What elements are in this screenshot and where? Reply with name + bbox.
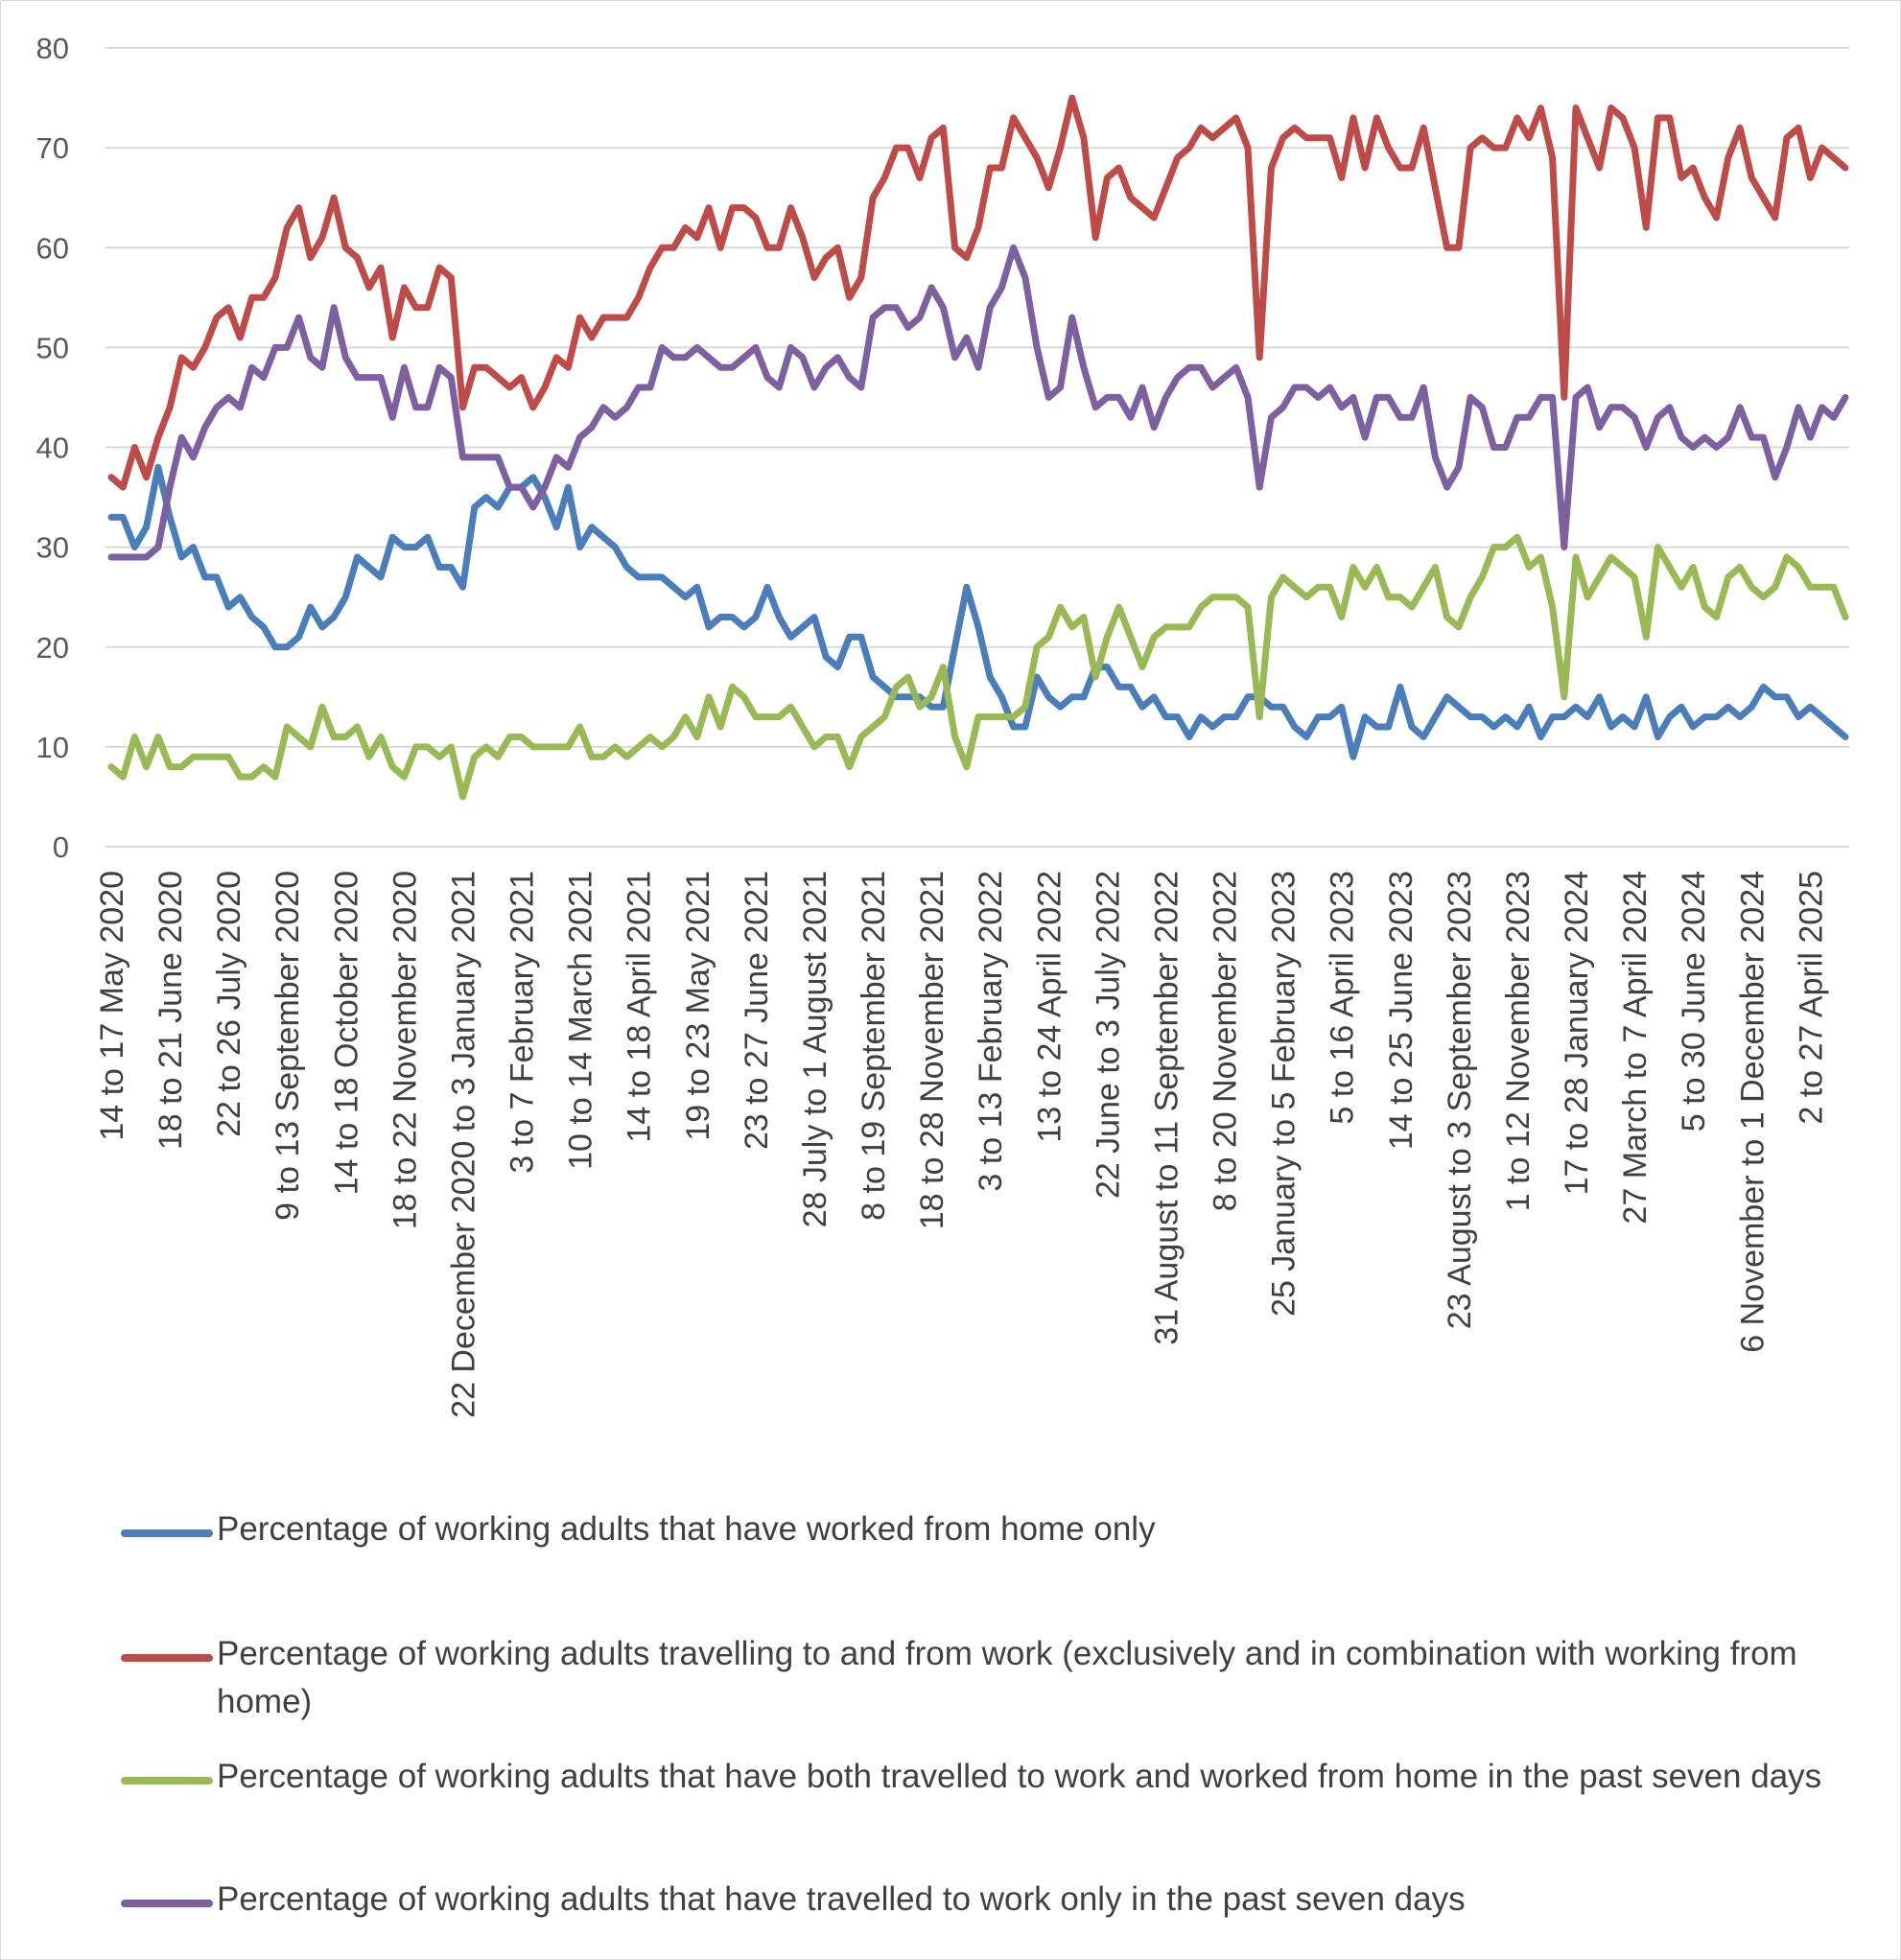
x-tick-label: 14 to 18 April 2021 bbox=[622, 871, 658, 1143]
legend-item-travel-only: Percentage of working adults that have t… bbox=[121, 1876, 1866, 1933]
x-tick-label: 14 to 17 May 2020 bbox=[94, 871, 130, 1141]
x-tick-label: 18 to 22 November 2020 bbox=[387, 871, 423, 1229]
x-tick-label: 1 to 12 November 2023 bbox=[1500, 871, 1537, 1211]
legend-item-both: Percentage of working adults that have b… bbox=[121, 1753, 1866, 1876]
line-chart: 0 10 20 30 40 50 60 70 80 14 to 17 May 2020 18 to… bbox=[36, 32, 1849, 1418]
y-tick-label: 80 bbox=[36, 32, 69, 65]
legend-swatch-home-only bbox=[121, 1529, 213, 1537]
y-tick-label: 20 bbox=[36, 631, 69, 665]
x-tick-label: 3 to 7 February 2021 bbox=[505, 871, 541, 1174]
x-tick-label: 5 to 16 April 2023 bbox=[1325, 871, 1361, 1125]
legend-item-travelling: Percentage of working adults travelling … bbox=[121, 1630, 1866, 1753]
series-lines bbox=[107, 94, 1849, 801]
x-tick-label: 6 November to 1 December 2024 bbox=[1734, 871, 1771, 1353]
x-axis-tick-labels: 14 to 17 May 2020 18 to 21 June 2020 22 to… bbox=[94, 871, 1829, 1418]
x-tick-label: 22 June to 3 July 2022 bbox=[1090, 871, 1126, 1199]
x-tick-label: 17 to 28 January 2024 bbox=[1559, 871, 1595, 1195]
x-tick-label: 23 to 27 June 2021 bbox=[739, 871, 775, 1150]
x-tick-label: 19 to 23 May 2021 bbox=[680, 871, 716, 1141]
series-line-1 bbox=[107, 94, 1849, 491]
x-tick-label: 22 December 2020 to 3 January 2021 bbox=[445, 871, 481, 1418]
y-tick-label: 50 bbox=[36, 331, 69, 364]
series-line-2 bbox=[107, 533, 1849, 801]
legend-swatch-travel-only bbox=[121, 1900, 213, 1907]
x-tick-label: 31 August to 11 September 2022 bbox=[1148, 871, 1185, 1345]
y-tick-label: 30 bbox=[36, 531, 69, 565]
x-tick-label: 14 to 18 October 2020 bbox=[328, 871, 364, 1195]
legend-label-travelling: Percentage of working adults travelling … bbox=[217, 1635, 1797, 1720]
x-tick-label: 10 to 14 March 2021 bbox=[563, 871, 599, 1170]
x-tick-label: 13 to 24 April 2022 bbox=[1031, 871, 1068, 1143]
legend-label-travel-only: Percentage of working adults that have t… bbox=[217, 1880, 1466, 1918]
y-tick-label: 10 bbox=[36, 731, 69, 764]
legend-label-both: Percentage of working adults that have b… bbox=[217, 1758, 1822, 1795]
series-line-3 bbox=[107, 244, 1849, 561]
legend-label-home-only: Percentage of working adults that have w… bbox=[217, 1510, 1156, 1548]
legend: Percentage of working adults that have w… bbox=[121, 1505, 1866, 1933]
y-tick-label: 40 bbox=[36, 432, 69, 465]
x-tick-label: 2 to 27 April 2025 bbox=[1793, 871, 1829, 1125]
legend-item-home-only: Percentage of working adults that have w… bbox=[121, 1505, 1866, 1630]
legend-swatch-both bbox=[121, 1777, 213, 1785]
x-tick-label: 8 to 20 November 2022 bbox=[1208, 871, 1244, 1211]
y-tick-label: 70 bbox=[36, 131, 69, 165]
x-tick-label: 27 March to 7 April 2024 bbox=[1617, 871, 1654, 1225]
x-tick-label: 18 to 28 November 2021 bbox=[914, 871, 950, 1229]
x-tick-label: 3 to 13 February 2022 bbox=[973, 871, 1009, 1192]
x-tick-label: 9 to 13 September 2020 bbox=[270, 871, 306, 1221]
x-tick-label: 25 January to 5 February 2023 bbox=[1266, 871, 1303, 1317]
y-tick-label: 60 bbox=[36, 231, 69, 265]
series-line-0 bbox=[107, 463, 1849, 760]
x-tick-label: 28 July to 1 August 2021 bbox=[797, 871, 833, 1227]
y-tick-label: 0 bbox=[53, 830, 69, 864]
x-tick-label: 23 August to 3 September 2023 bbox=[1442, 871, 1478, 1329]
y-axis-tick-labels: 0 10 20 30 40 50 60 70 80 bbox=[36, 32, 69, 864]
x-tick-label: 8 to 19 September 2021 bbox=[856, 871, 892, 1221]
x-tick-label: 22 to 26 July 2020 bbox=[211, 871, 247, 1137]
x-tick-label: 14 to 25 June 2023 bbox=[1383, 871, 1420, 1150]
legend-swatch-travelling bbox=[121, 1654, 213, 1662]
x-tick-label: 5 to 30 June 2024 bbox=[1676, 871, 1712, 1132]
x-tick-label: 18 to 21 June 2020 bbox=[153, 871, 189, 1150]
